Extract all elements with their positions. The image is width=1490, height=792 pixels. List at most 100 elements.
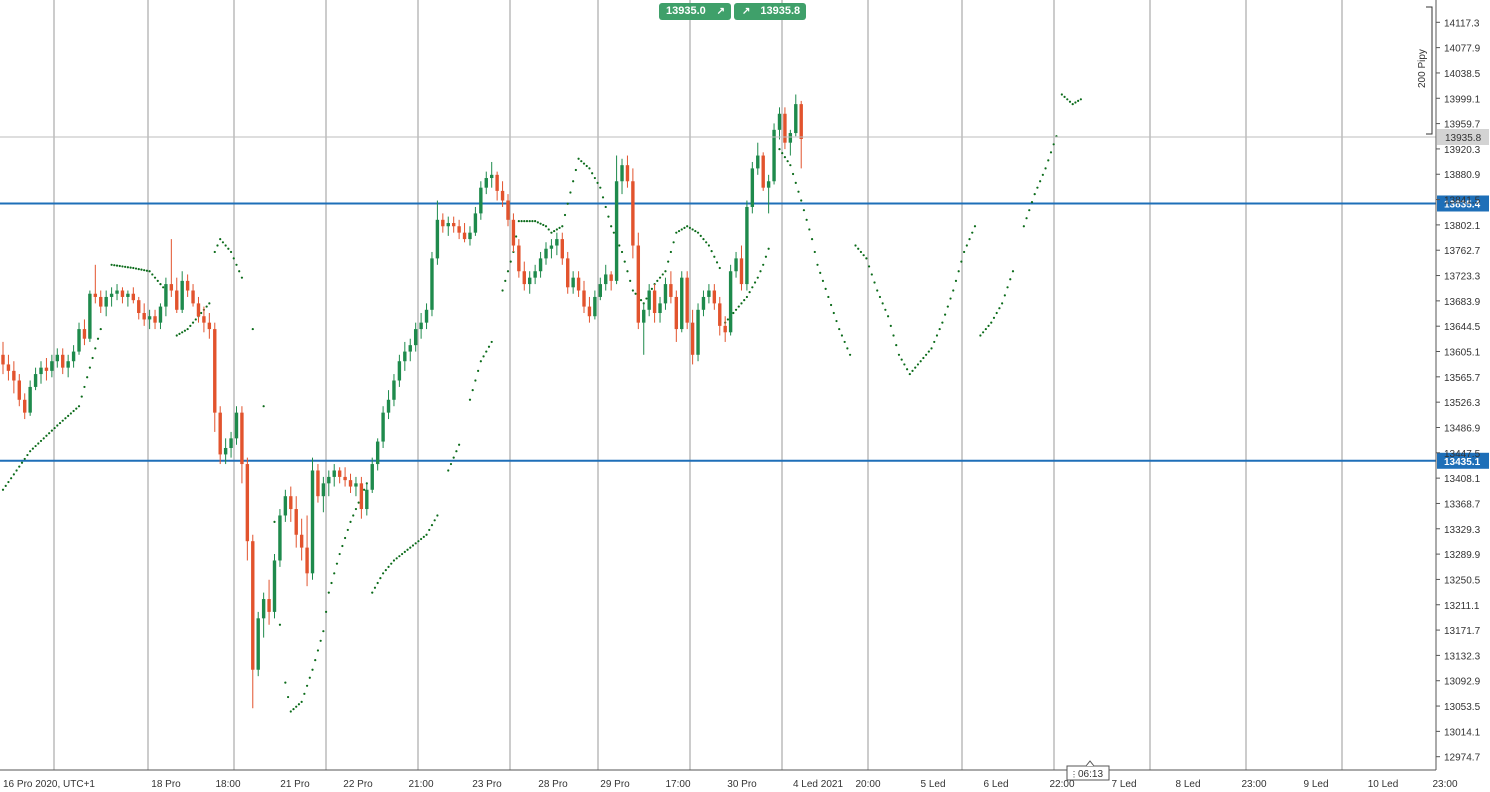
sar-dot [1060,93,1063,96]
candle-body [696,309,700,355]
x-tick-label: 29 Pro [600,779,630,790]
candle-body [783,113,787,143]
sar-dot [436,514,439,517]
sar-dot [392,559,396,562]
sar-dot [1066,98,1069,101]
sar-dot [1,488,5,491]
sar-dot [968,237,971,241]
candle-body [55,354,59,362]
x-tick-label: 10 Led [1368,779,1399,790]
candle-body [723,325,727,333]
sar-dot [762,263,765,266]
y-tick-label: 13959.7 [1444,120,1481,131]
sar-dot [620,250,624,254]
horizontal-lines[interactable]: 13835.4 13435.1 [0,195,1489,469]
buy-price-button[interactable]: ↗ 13935.8 [734,3,806,20]
sar-dot [745,295,749,299]
sar-dot [504,279,507,282]
sar-dot [64,417,67,420]
sar-dot [919,360,922,363]
sar-dot [487,345,491,348]
sar-dot [677,229,681,233]
sar-dot [990,321,993,324]
sell-price-label: 13935.0 [666,5,706,17]
sar-dot [732,311,735,315]
buy-price-label: 13935.8 [760,5,801,17]
sar-dot [216,244,219,247]
sar-dot [612,231,615,234]
sar-dot [740,302,743,305]
x-tick-label: 8 Led [1175,779,1200,790]
sar-dot [558,226,561,229]
sar-dot [115,264,119,267]
sar-dot [862,254,865,257]
sar-dot [330,581,333,585]
candle-body [761,155,765,188]
sar-dot [781,152,784,155]
sar-dot [371,591,374,594]
sar-dot [1009,278,1012,281]
candle-body [451,223,456,227]
sar-dot [702,237,705,241]
sar-dot [224,244,227,247]
sar-dot [61,419,64,422]
x-tick-label: 20:00 [855,779,880,790]
sar-dot [126,266,129,269]
sar-dot [905,368,909,371]
sar-dot [48,432,51,435]
candle-body [620,165,624,182]
candle-body [381,412,385,442]
sar-dot [515,235,518,238]
y-tick-label: 13447.5 [1444,449,1481,460]
sar-dot [428,528,431,532]
sell-price-button[interactable]: 13935.0 ↗ [659,3,731,20]
x-axis[interactable]: 16 Pro 2020, UTC+1 18 Pro 18:00 21 Pro 22 Pr… [0,769,1458,790]
candle-body [479,187,483,214]
sar-dot [933,340,936,344]
sar-dot [409,546,412,549]
y-tick-label: 13014.1 [1444,727,1481,738]
x-tick-label: 23:00 [1241,779,1266,790]
sar-dot [447,469,450,472]
x-tick-label: 16 Pro 2020, UTC+1 [3,779,95,790]
y-tick-label: 13486.9 [1444,423,1481,434]
sar-dot [916,363,920,366]
sar-dot [808,228,811,231]
sar-dot [840,334,844,337]
candle-body [446,223,450,227]
sar-dot [219,237,222,241]
candle-body [408,345,412,352]
vertical-grid [53,0,1343,770]
sar-dot [705,241,708,244]
candle-body [39,367,43,375]
sar-dot [832,311,835,315]
candle-body [560,239,564,259]
candle-body [571,277,575,288]
candle-body [680,277,684,330]
candle-body [147,316,152,320]
current-price-tag: 13935.8 [1437,129,1489,145]
sar-dot [300,700,303,703]
sar-dot [821,279,825,282]
sar-dot [398,555,401,558]
sar-dot [390,562,393,565]
candle-body [636,245,641,323]
y-axis[interactable]: 14117.3 14077.9 14038.5 13999.1 13959.7 13920… [1435,0,1481,770]
sar-dot [715,261,719,264]
sar-dot [452,456,455,459]
sar-dot [362,488,366,491]
candle-body [419,322,423,330]
candle-body [528,277,532,285]
sar-dot [178,332,181,336]
sar-dot [352,514,355,517]
sar-dot [591,172,594,175]
candle-body [756,155,760,169]
candle-body [777,113,782,130]
candle-body [12,370,16,381]
sar-dot [387,565,390,568]
candle-body [299,534,304,548]
candle-body [500,190,505,201]
sar-dot [1030,201,1034,204]
x-tick-label: 7 Led [1111,779,1136,790]
